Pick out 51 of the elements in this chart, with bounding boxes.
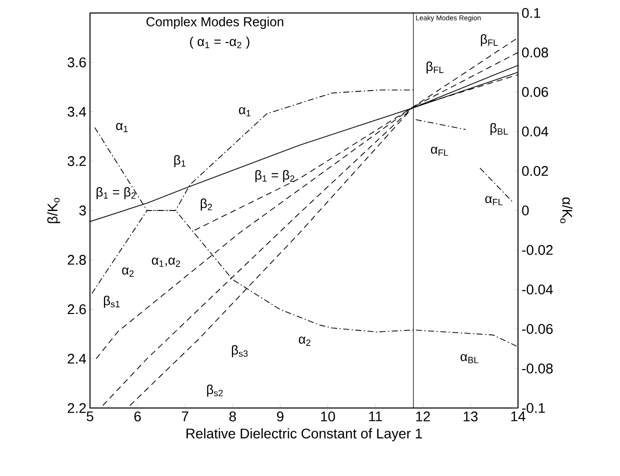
x-tick-label: 5 [86, 412, 94, 422]
annotation: ( α$_{1}$ = -α$_{2}$ ) [190, 36, 250, 49]
y2-tick-label: 0.1 [522, 8, 540, 18]
annotation: β$_{FL}$ [480, 34, 498, 46]
x-tick-label: 6 [134, 412, 141, 422]
y-tick-label: 2.4 [68, 354, 86, 364]
x-tick-label: 7 [182, 412, 188, 422]
annotation: α$_{1}$ [238, 107, 250, 116]
annotation: β$_{s1}$ [104, 296, 120, 308]
x-tick-label: 10 [321, 412, 335, 422]
y2-tick-label: -0.08 [522, 364, 553, 374]
y-tick-label: 2.2 [68, 403, 86, 413]
y2-tick-label: 0 [522, 206, 529, 216]
annotation: β$_{s2}$ [207, 384, 223, 397]
y2-axis-title: α/K$_{o}$ [560, 197, 573, 224]
y2-tick-label: -0.02 [522, 245, 553, 255]
annotation: α$_{1}$ [116, 123, 128, 132]
y2-tick-label: 0.02 [522, 166, 548, 176]
x-tick-label: 9 [277, 412, 284, 422]
y-tick-label: 2.6 [68, 304, 86, 314]
annotation: α$_{FL}$ [430, 146, 448, 156]
y-axis-title: β/K$_{o}$ [47, 198, 60, 224]
y-tick-label: 3 [79, 206, 86, 216]
x-tick-label: 12 [416, 412, 430, 422]
annotation: β$_{1}$ = β$_{2}$ [96, 187, 136, 200]
annotation: α$_{2}$ [298, 336, 310, 346]
y2-tick-label: 0.08 [522, 48, 548, 58]
y2-tick-label: -0.06 [522, 324, 553, 334]
annotation: Complex Modes Region [146, 16, 284, 29]
annotation: α$_{FL}$ [485, 196, 503, 206]
x-tick-label: 8 [229, 412, 236, 422]
x-tick-label: 11 [369, 412, 382, 422]
y-tick-label: 3.4 [68, 106, 86, 117]
annotation: β$_{1}$ [174, 155, 186, 168]
y2-tick-label: 0.06 [522, 87, 548, 97]
y-tick-label: 3.2 [68, 156, 86, 166]
x-tick-label: 14 [511, 412, 526, 422]
y-tick-label: 3.6 [68, 57, 86, 68]
annotation: α$_{1}$,α$_{2}$ [152, 258, 180, 267]
annotation: β$_{FL}$ [426, 61, 444, 74]
y2-tick-label: -0.04 [522, 284, 553, 294]
y2-tick-label: -0.1 [522, 403, 545, 413]
annotation: α$_{BL}$ [460, 354, 478, 364]
annotation: β$_{2}$ [200, 198, 212, 211]
x-tick-label: 13 [464, 412, 478, 422]
y2-tick-label: 0.04 [522, 126, 548, 136]
annotation: β$_{s3}$ [232, 345, 248, 358]
x-axis-title: Relative Dielectric Constant of Layer 1 [186, 428, 422, 442]
annotation: β$_{BL}$ [490, 123, 508, 136]
annotation: α$_{2}$ [122, 268, 134, 277]
y-tick-label: 2.8 [68, 254, 86, 265]
